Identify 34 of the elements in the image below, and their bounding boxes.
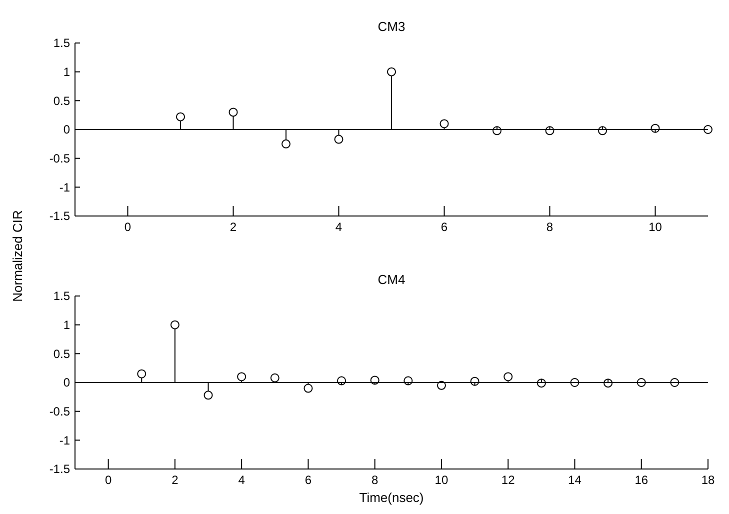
x-axis-title: Time(nsec) [359,490,424,505]
x-tick-label: 4 [335,220,342,234]
y-axis-title: Normalized CIR [10,210,25,302]
x-tick-label: 2 [172,473,179,487]
x-tick-label: 18 [701,473,715,487]
x-tick-label: 10 [434,473,448,487]
y-tick-label: 1.5 [53,289,70,304]
x-tick-label: 10 [648,220,662,234]
y-tick-label: 0.5 [53,94,70,108]
chart-title: CM4 [378,272,406,287]
x-tick-label: 2 [230,220,237,234]
x-tick-label: 16 [634,473,648,487]
chart-title: CM3 [378,19,406,34]
x-tick-label: 12 [501,473,516,487]
y-tick-label: 1 [63,318,70,332]
x-tick-label: 8 [372,473,378,487]
x-tick-label: 0 [124,220,132,234]
x-tick-label: 4 [238,473,246,487]
y-tick-label: -1.5 [49,462,70,476]
y-tick-label: -1 [59,180,70,194]
y-tick-label: 1.5 [53,36,70,50]
y-tick-label: 0 [63,376,70,390]
y-tick-label: -1 [59,433,70,448]
x-tick-label: 6 [440,220,448,234]
x-tick-label: 8 [546,220,554,234]
x-tick-label: 6 [304,473,312,487]
y-tick-label: 0 [63,122,70,137]
y-tick-label: -1.5 [49,209,70,224]
x-tick-label: 0 [104,473,112,487]
y-tick-label: -0.5 [49,404,70,419]
x-tick-label: 14 [568,473,582,487]
y-tick-label: 0.5 [53,346,70,361]
y-tick-label: -0.5 [49,152,70,166]
y-tick-label: 1 [63,65,70,80]
